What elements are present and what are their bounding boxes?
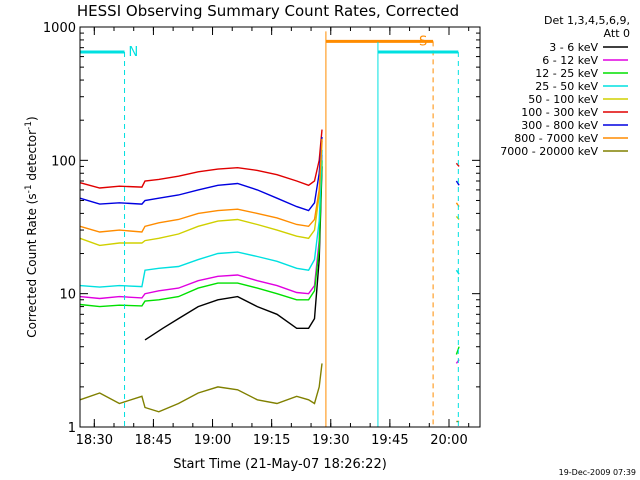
x-tick-label: 19:00 bbox=[194, 433, 231, 448]
series-line-100-300keV bbox=[79, 129, 323, 189]
series-line-25-50keV bbox=[79, 149, 323, 288]
x-tick-label: 19:30 bbox=[312, 433, 349, 448]
legend-label: 100 - 300 keV bbox=[521, 106, 598, 119]
legend-label: 6 - 12 keV bbox=[542, 54, 598, 67]
y-tick-label: 100 bbox=[51, 154, 76, 169]
legend-label: 300 - 800 keV bbox=[521, 119, 598, 132]
timestamp-footer: 19-Dec-2009 07:39 bbox=[559, 468, 636, 477]
legend-label: 3 - 6 keV bbox=[549, 41, 598, 54]
y-axis: 1 10 100 1000 bbox=[43, 21, 480, 436]
y-tick-label: 1000 bbox=[43, 21, 76, 36]
series-line-800-7000keV bbox=[79, 138, 323, 233]
series-line-50-100keV bbox=[455, 215, 460, 220]
plot-area bbox=[79, 129, 460, 423]
x-tick-label: 19:15 bbox=[253, 433, 290, 448]
series-line-300-800keV bbox=[79, 136, 323, 212]
series-line-25-50keV bbox=[455, 269, 460, 275]
y-tick-label: 1 bbox=[68, 421, 76, 436]
x-tick-label: 18:30 bbox=[76, 433, 113, 448]
series-line-12-25keV bbox=[79, 160, 323, 308]
legend-label: 7000 - 20000 keV bbox=[500, 145, 598, 158]
x-axis: 18:30 18:45 19:00 19:15 19:30 19:45 20:00 bbox=[76, 27, 470, 448]
observing-flags: NS bbox=[80, 31, 459, 427]
x-axis-label: Start Time (21-May-07 18:26:22) bbox=[173, 457, 387, 472]
x-tick-label: 20:00 bbox=[430, 433, 467, 448]
legend-header-line-1: Det 1,3,4,5,6,9, bbox=[544, 14, 630, 27]
x-tick-label: 19:45 bbox=[371, 433, 408, 448]
x-tick-label: 18:45 bbox=[135, 433, 172, 448]
y-tick-label: 10 bbox=[59, 288, 76, 303]
y-axis-label: Corrected Count Rate (s-1 detector-1) bbox=[24, 116, 39, 337]
legend-label: 800 - 7000 keV bbox=[514, 132, 598, 145]
series-line-12-25keV bbox=[455, 346, 460, 355]
series-line-100-300keV bbox=[455, 162, 460, 167]
legend-label: 12 - 25 keV bbox=[535, 67, 598, 80]
legend-header-line-2: Att 0 bbox=[604, 27, 630, 40]
series-line-3-6keV bbox=[144, 166, 323, 341]
flag-label: S bbox=[419, 34, 427, 49]
legend-label: 25 - 50 keV bbox=[535, 80, 598, 93]
series-line-6-12keV bbox=[79, 154, 323, 300]
chart-title: HESSI Observing Summary Count Rates, Cor… bbox=[77, 2, 459, 20]
series-line-50-100keV bbox=[79, 140, 323, 247]
series-line-300-800keV bbox=[455, 180, 460, 186]
series-line-7000-20000keV bbox=[79, 363, 323, 413]
flag-label: N bbox=[128, 45, 138, 60]
legend-label: 50 - 100 keV bbox=[528, 93, 598, 106]
plot-frame bbox=[79, 26, 481, 428]
